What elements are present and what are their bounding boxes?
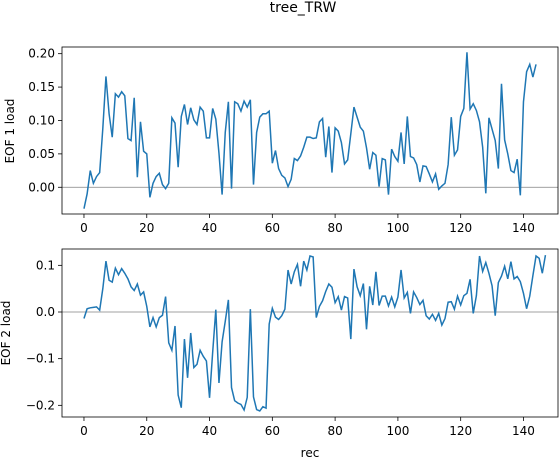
x-tick-label: 0: [80, 424, 88, 438]
subplot-eof2: −0.2 −0.1 0.0 0.1 0 20 40 60 80 100 120 140 EOF 2 …: [0, 249, 558, 438]
plot-frame: [62, 47, 558, 214]
x-tick-label: 120: [449, 221, 472, 235]
x-tick-label: 20: [139, 424, 154, 438]
y-tick-label: 0.15: [28, 80, 55, 94]
x-axis-label: rec: [301, 446, 320, 460]
x-ticks: 0 20 40 60 80 100 120 140: [80, 214, 535, 235]
y-tick-label: 0.10: [28, 113, 55, 127]
y-tick-label: −0.2: [26, 398, 55, 412]
y-tick-label: 0.00: [28, 180, 55, 194]
y-ticks: 0.00 0.05 0.10 0.15 0.20: [28, 47, 62, 195]
x-tick-label: 20: [139, 221, 154, 235]
y-ticks: −0.2 −0.1 0.0 0.1: [26, 258, 62, 412]
plot-frame: [62, 249, 558, 417]
y-tick-label: 0.1: [36, 258, 55, 272]
x-tick-label: 120: [449, 424, 472, 438]
eof2-series-line: [84, 255, 545, 411]
x-tick-label: 40: [202, 221, 217, 235]
x-tick-label: 100: [386, 424, 409, 438]
y-axis-label: EOF 1 load: [3, 99, 17, 164]
y-axis-label: EOF 2 load: [0, 301, 13, 366]
subplot-eof1: 0.000.050.100.150.20 0 20 40 60 80 100 120 140 …: [3, 47, 558, 235]
x-tick-label: 0: [80, 221, 88, 235]
x-tick-label: 60: [265, 221, 280, 235]
x-tick-label: 60: [265, 424, 280, 438]
y-tick-label: 0.20: [28, 47, 55, 61]
x-tick-label: 40: [202, 424, 217, 438]
chart-title: tree_TRW: [270, 0, 337, 16]
y-tick-label: 0.0: [36, 305, 55, 319]
eof1-series-line: [84, 52, 536, 208]
x-tick-label: 100: [386, 221, 409, 235]
x-tick-label: 140: [512, 424, 535, 438]
x-tick-label: 80: [327, 221, 342, 235]
x-tick-label: 80: [327, 424, 342, 438]
x-ticks: 0 20 40 60 80 100 120 140: [80, 417, 535, 438]
y-tick-label: 0.05: [28, 147, 55, 161]
y-tick-label: −0.1: [26, 352, 55, 366]
x-tick-label: 140: [512, 221, 535, 235]
